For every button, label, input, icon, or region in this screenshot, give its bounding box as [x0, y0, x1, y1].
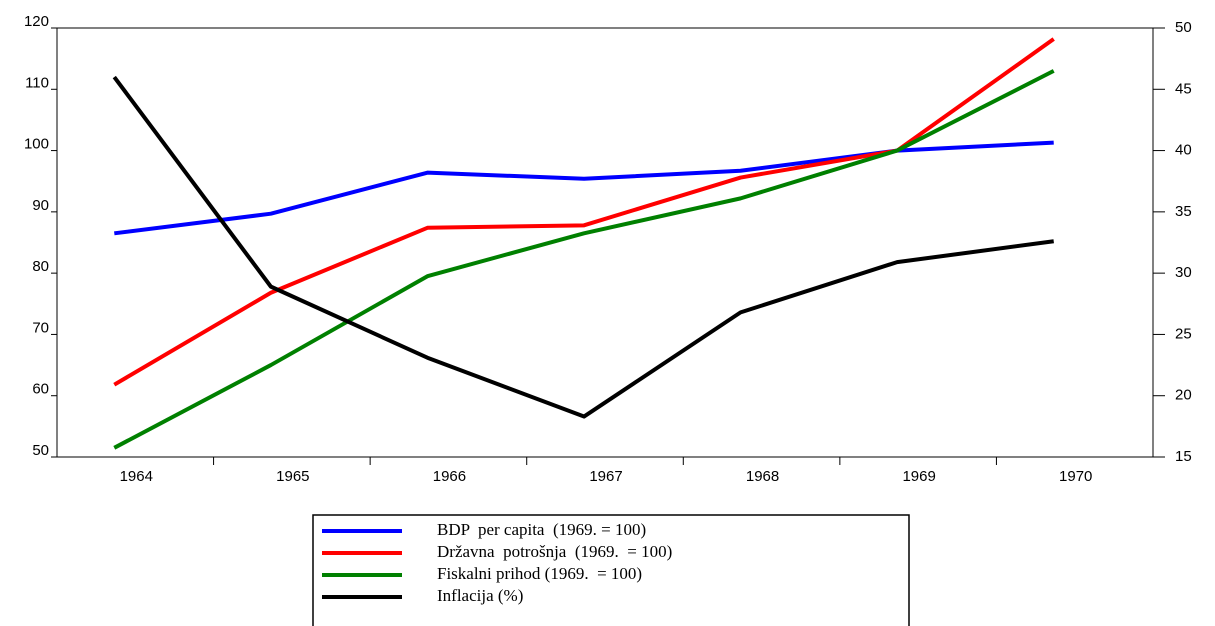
legend-label: Državna potrošnja (1969. = 100) — [437, 542, 672, 561]
plot-frame — [56, 27, 1154, 458]
y2-tick-label: 15 — [1175, 448, 1192, 465]
y-tick-label: 110 — [25, 74, 49, 91]
legend-label: BDP per capita (1969. = 100) — [437, 520, 646, 539]
x-tick-label: 1964 — [120, 468, 153, 485]
legend-label: Fiskalni prihod (1969. = 100) — [437, 564, 642, 583]
y-tick-label: 100 — [24, 136, 49, 153]
y-tick-label: 50 — [32, 442, 49, 459]
legend-box — [312, 514, 910, 626]
y2-tick-label: 40 — [1175, 142, 1192, 159]
y2-tick-label: 35 — [1175, 203, 1192, 220]
y2-tick-label: 45 — [1175, 80, 1192, 97]
x-tick-label: 1966 — [433, 468, 466, 485]
y-tick-label: 80 — [32, 258, 49, 275]
series-line — [113, 37, 1055, 387]
legend-label: Inflacija (%) — [437, 586, 523, 605]
series-line — [112, 75, 1054, 419]
x-tick-label: 1965 — [276, 468, 309, 485]
y-tick-label: 120 — [24, 13, 49, 30]
y-tick-label: 60 — [32, 381, 49, 398]
x-tick-label: 1970 — [1059, 468, 1092, 485]
y-tick-label: 70 — [32, 319, 49, 336]
y2-tick-label: 30 — [1175, 264, 1192, 281]
x-tick-label: 1968 — [746, 468, 779, 485]
x-tick-label: 1969 — [902, 468, 935, 485]
x-tick-label: 1967 — [589, 468, 622, 485]
y2-tick-label: 25 — [1175, 325, 1192, 342]
y2-tick-label: 50 — [1175, 19, 1192, 36]
series-line — [113, 69, 1055, 450]
y-tick-label: 90 — [32, 197, 49, 214]
series-line — [114, 140, 1054, 236]
y2-tick-label: 20 — [1175, 387, 1192, 404]
